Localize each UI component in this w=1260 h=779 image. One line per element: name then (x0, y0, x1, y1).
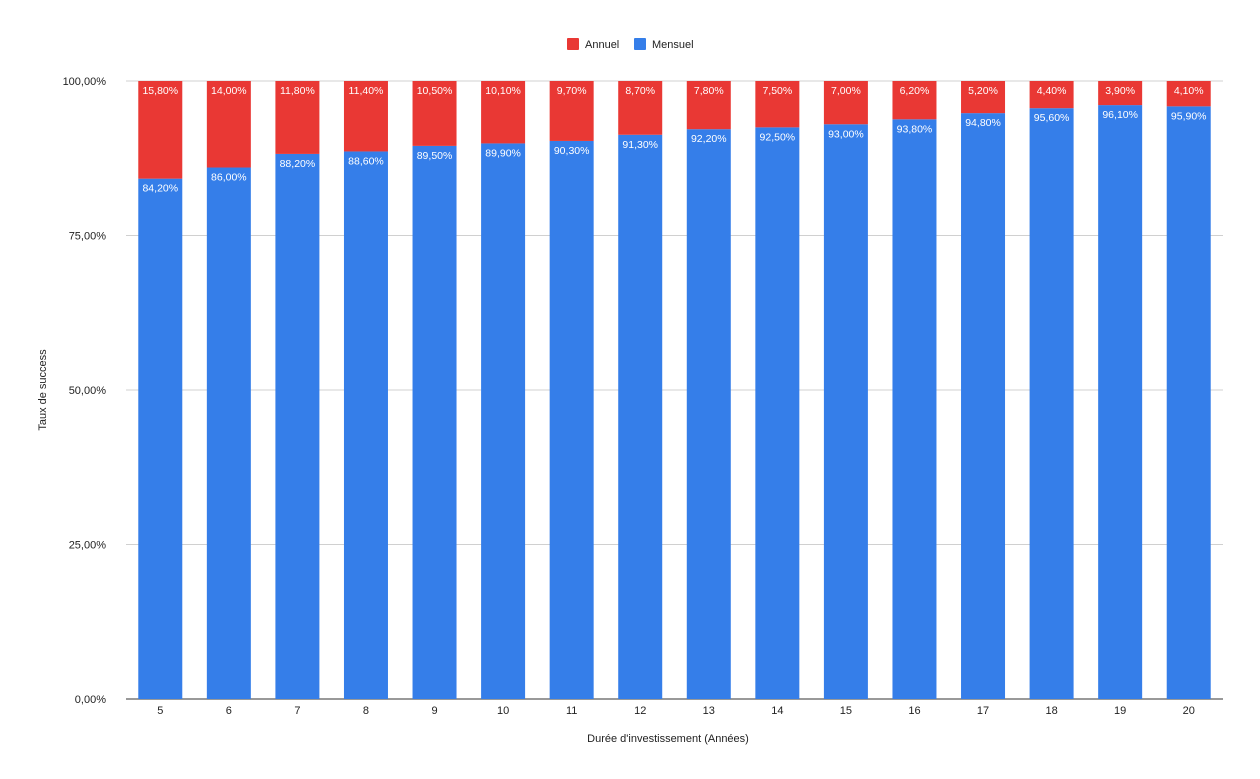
bar-mensuel (481, 143, 526, 700)
x-tick-label: 17 (977, 705, 989, 717)
bar-annuel (1166, 81, 1211, 107)
x-tick-label: 5 (157, 705, 163, 717)
bar-annuel (618, 81, 663, 135)
legend-swatch-mensuel (634, 38, 646, 50)
data-label-mensuel: 93,00% (828, 128, 864, 140)
data-label-mensuel: 92,20% (691, 133, 727, 145)
data-label-annuel: 7,00% (831, 85, 861, 97)
bar-mensuel (686, 129, 731, 700)
bar-annuel (892, 81, 937, 120)
x-tick-labels: 5 6 7 8 9 10 11 12 13 14 15 16 17 18 19 20 (157, 705, 1195, 717)
x-tick-label: 8 (363, 705, 369, 717)
y-axis-title: Taux de success (37, 349, 49, 431)
data-label-annuel: 3,90% (1105, 85, 1135, 97)
legend-label-annuel: Annuel (585, 39, 619, 51)
bar-annuel (549, 81, 594, 141)
data-label-annuel: 7,50% (762, 85, 792, 97)
x-tick-label: 13 (703, 705, 715, 717)
data-label-annuel: 6,20% (900, 85, 930, 97)
y-tick-label: 100,00% (63, 76, 107, 88)
data-label-annuel: 9,70% (557, 85, 587, 97)
bar-annuel (412, 81, 457, 146)
x-tick-label: 14 (771, 705, 783, 717)
y-tick-labels: 0,00% 25,00% 50,00% 75,00% 100,00% (63, 76, 107, 706)
bar-annuel (823, 81, 868, 125)
x-tick-label: 6 (226, 705, 232, 717)
data-label-mensuel: 94,80% (965, 117, 1001, 129)
bar-mensuel (1166, 106, 1211, 699)
bar-mensuel (412, 145, 457, 699)
bar-annuel (755, 81, 800, 128)
y-tick-label: 75,00% (69, 231, 107, 243)
bars: 84,20% 15,80% 86,00% 14,00% 88,20% 11,80% 88,6… (138, 81, 1211, 700)
data-label-mensuel: 89,50% (417, 150, 453, 162)
bar-mensuel (206, 167, 251, 699)
bar-mensuel (618, 134, 663, 700)
data-label-annuel: 10,10% (485, 85, 521, 97)
data-label-annuel: 7,80% (694, 85, 724, 97)
data-label-mensuel: 95,90% (1171, 110, 1207, 122)
legend-swatch-annuel (567, 38, 579, 50)
bar-mensuel (823, 124, 868, 699)
y-tick-label: 50,00% (69, 385, 107, 397)
data-label-mensuel: 92,50% (760, 131, 796, 143)
y-tick-label: 25,00% (69, 540, 107, 552)
x-tick-label: 10 (497, 705, 509, 717)
data-label-mensuel: 95,60% (1034, 112, 1070, 124)
legend-label-mensuel: Mensuel (652, 39, 694, 51)
bar-annuel (686, 81, 731, 130)
data-label-mensuel: 88,20% (280, 158, 316, 170)
bar-mensuel (1098, 105, 1143, 700)
bar-mensuel (892, 119, 937, 700)
data-label-annuel: 8,70% (625, 85, 655, 97)
legend: Annuel Mensuel (567, 38, 694, 51)
bar-mensuel (549, 140, 594, 700)
bar-annuel (275, 81, 320, 154)
x-tick-label: 16 (908, 705, 920, 717)
bar-mensuel (755, 127, 800, 700)
y-tick-label: 0,00% (75, 694, 106, 706)
x-tick-label: 7 (294, 705, 300, 717)
bar-mensuel (138, 178, 183, 700)
bar-annuel (481, 81, 526, 144)
data-label-annuel: 5,20% (968, 85, 998, 97)
data-label-mensuel: 91,30% (622, 139, 658, 151)
bar-mensuel (275, 153, 320, 699)
data-label-annuel: 4,40% (1037, 85, 1067, 97)
bar-annuel (343, 81, 388, 152)
x-tick-label: 9 (431, 705, 437, 717)
data-label-annuel: 14,00% (211, 85, 247, 97)
data-label-annuel: 15,80% (142, 85, 178, 97)
bar-mensuel (343, 151, 388, 699)
bar-mensuel (961, 113, 1006, 700)
data-label-mensuel: 84,20% (142, 183, 178, 195)
x-axis-title: Durée d'investissement (Années) (587, 733, 749, 745)
x-tick-label: 11 (566, 705, 577, 717)
data-label-annuel: 11,40% (349, 85, 384, 97)
data-label-mensuel: 86,00% (211, 172, 247, 184)
data-label-annuel: 11,80% (280, 85, 315, 97)
data-label-mensuel: 90,30% (554, 145, 590, 157)
data-label-mensuel: 88,60% (348, 155, 384, 167)
x-tick-label: 15 (840, 705, 852, 717)
x-tick-label: 19 (1114, 705, 1126, 717)
bar-annuel (138, 81, 183, 179)
bar-mensuel (1029, 108, 1074, 699)
data-label-mensuel: 96,10% (1102, 109, 1138, 121)
bar-annuel (206, 81, 251, 168)
bar-annuel (961, 81, 1006, 114)
x-tick-label: 20 (1183, 705, 1195, 717)
data-label-annuel: 4,10% (1174, 85, 1204, 97)
x-tick-label: 18 (1045, 705, 1057, 717)
x-tick-label: 12 (634, 705, 646, 717)
data-label-mensuel: 93,80% (897, 123, 933, 135)
bar-annuel (1098, 81, 1143, 106)
data-label-mensuel: 89,90% (485, 147, 521, 159)
bar-annuel (1029, 81, 1074, 109)
data-label-annuel: 10,50% (417, 85, 453, 97)
